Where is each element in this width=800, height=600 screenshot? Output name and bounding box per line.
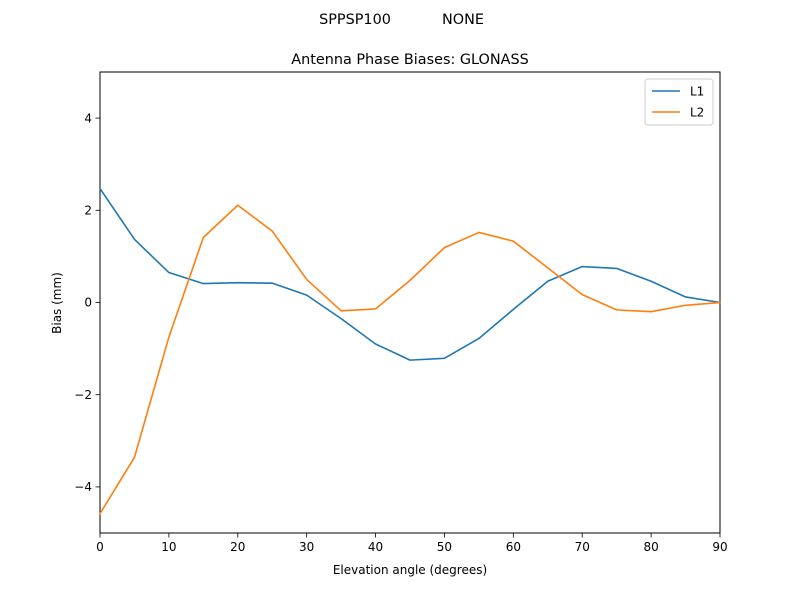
y-tick-label: 4 <box>84 111 92 125</box>
y-tick-label: 2 <box>84 204 92 218</box>
x-tick-label: 90 <box>712 540 727 554</box>
y-tick-label: −4 <box>74 480 92 494</box>
series-lines <box>98 187 721 515</box>
x-tick-label: 30 <box>299 540 314 554</box>
plot-area <box>99 71 721 534</box>
x-tick-label: 10 <box>161 540 176 554</box>
axes-frame <box>99 71 721 534</box>
legend-label-l1: L1 <box>690 85 704 99</box>
x-tick-label: 50 <box>437 540 452 554</box>
legend: L1 L2 <box>644 78 714 126</box>
legend-label-l2: L2 <box>690 106 704 120</box>
x-axis-ticks: 0 10 20 30 40 50 60 70 80 90 <box>96 533 728 554</box>
y-tick-label: 0 <box>84 296 92 310</box>
x-tick-label: 40 <box>368 540 383 554</box>
series-line-l1 <box>98 187 721 361</box>
legend-items: L1 L2 <box>652 85 704 120</box>
x-axis-label: Elevation angle (degrees) <box>333 563 487 577</box>
series-line-l2 <box>98 204 721 515</box>
x-tick-label: 80 <box>643 540 658 554</box>
suptitle-left: SPPSP100 <box>319 12 391 28</box>
chart-title: Antenna Phase Biases: GLONASS <box>291 52 528 68</box>
x-tick-label: 70 <box>575 540 590 554</box>
y-tick-label: −2 <box>74 388 92 402</box>
x-tick-label: 0 <box>96 540 104 554</box>
x-tick-label: 20 <box>230 540 245 554</box>
y-axis-ticks: −4 −2 0 2 4 <box>74 111 100 494</box>
x-tick-label: 60 <box>506 540 521 554</box>
y-axis-label: Bias (mm) <box>50 272 64 334</box>
suptitle-right: NONE <box>442 12 484 28</box>
